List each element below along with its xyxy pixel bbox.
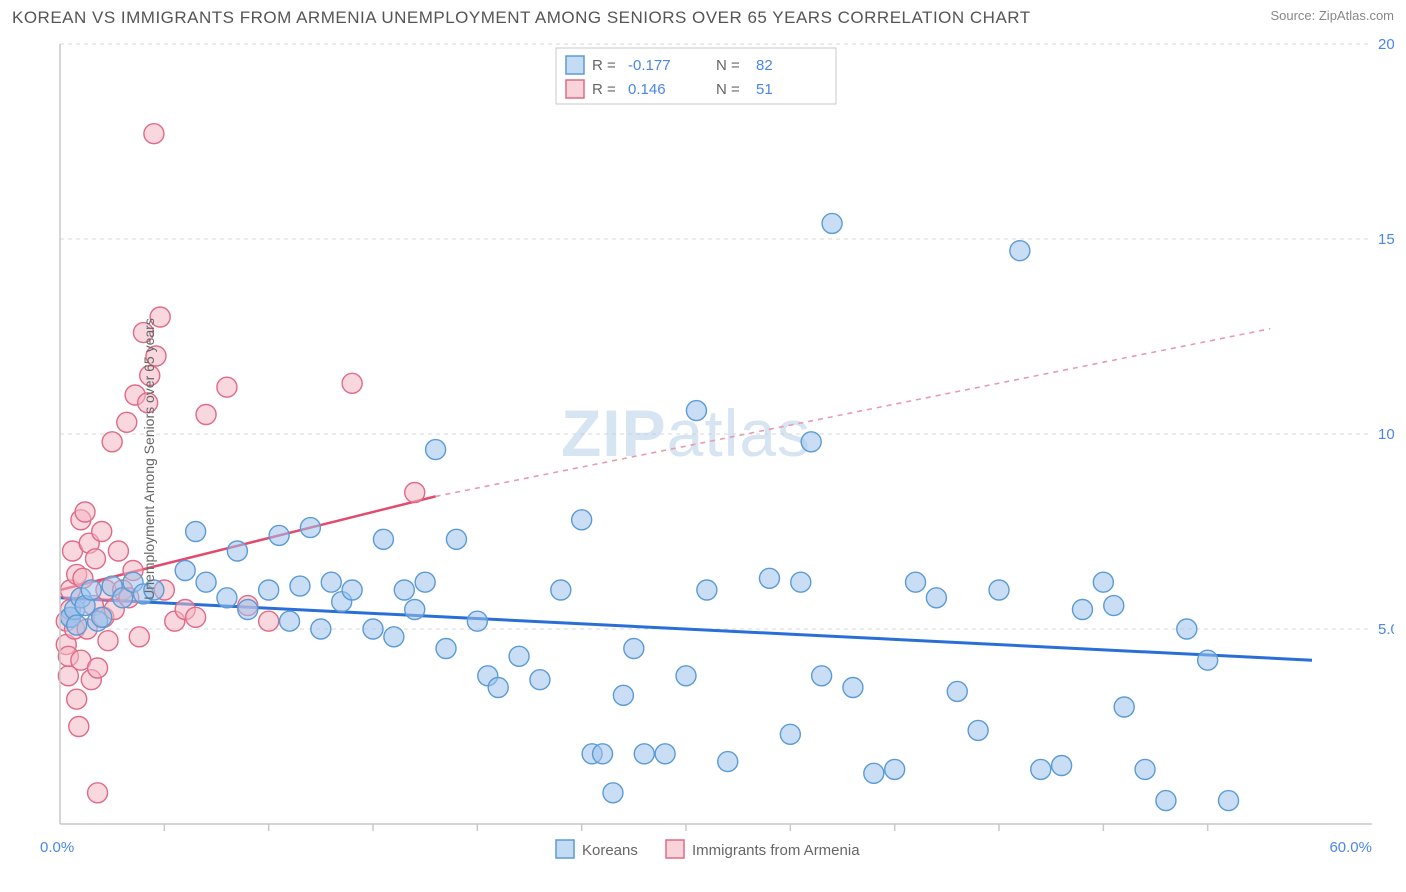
svg-text:N =: N = [716,57,740,74]
svg-text:82: 82 [756,57,773,74]
svg-text:Koreans: Koreans [582,842,638,859]
scatter-chart: ZIPatlas 0.0% 60.0% 5.0% 10.0% 15.0% 20.0% R =-… [12,34,1394,884]
svg-text:20.0%: 20.0% [1378,36,1394,53]
svg-text:15.0%: 15.0% [1378,231,1394,248]
svg-text:N =: N = [716,81,740,98]
y-axis-label: Unemployment Among Seniors over 65 years [141,318,157,600]
svg-text:10.0%: 10.0% [1378,426,1394,443]
chart-title: KOREAN VS IMMIGRANTS FROM ARMENIA UNEMPL… [12,8,1031,28]
svg-text:ZIPatlas: ZIPatlas [561,396,811,470]
svg-text:R =: R = [592,57,616,74]
svg-text:60.0%: 60.0% [1329,839,1372,856]
svg-text:R =: R = [592,81,616,98]
svg-text:51: 51 [756,81,773,98]
source-label: Source: ZipAtlas.com [1270,8,1394,23]
svg-text:5.0%: 5.0% [1378,621,1394,638]
svg-text:0.146: 0.146 [628,81,666,98]
svg-text:Immigrants from Armenia: Immigrants from Armenia [692,842,860,859]
svg-text:-0.177: -0.177 [628,57,671,74]
svg-text:0.0%: 0.0% [40,839,74,856]
